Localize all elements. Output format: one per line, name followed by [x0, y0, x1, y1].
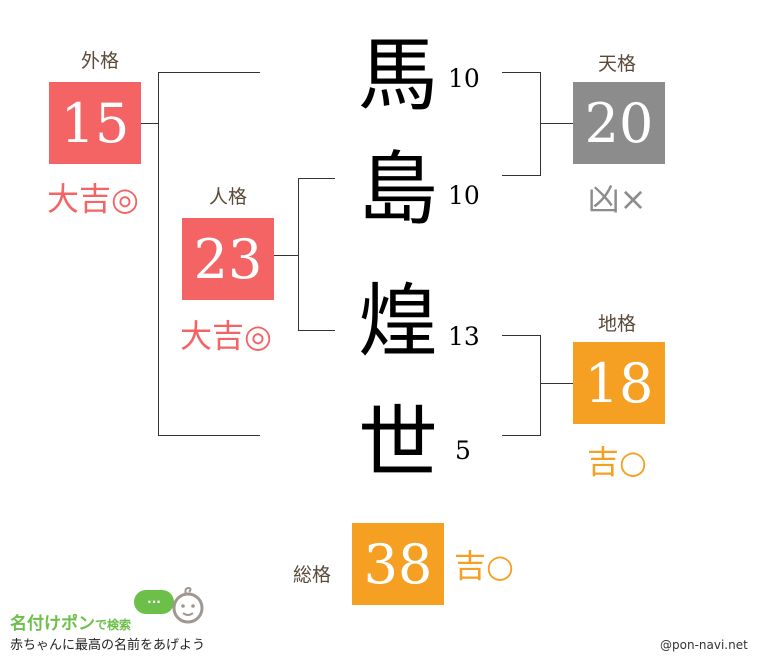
connector-line [502, 175, 540, 176]
connector-line [141, 123, 158, 124]
name-char: 馬 [358, 29, 438, 122]
tenkaku-value: 20 [573, 82, 665, 164]
chikaku-fortune: 吉○ [587, 443, 647, 481]
gaikaku-fortune: 大吉◎ [47, 180, 139, 218]
site-credit: @pon-navi.net [660, 638, 748, 652]
logo-suffix: で検索 [95, 618, 132, 632]
connector-line [158, 435, 260, 436]
soukaku-label: 総格 [292, 564, 332, 586]
connector-line [540, 123, 573, 124]
chat-bubble-icon: ... [134, 590, 174, 614]
connector-line [540, 383, 573, 384]
connector-line [502, 335, 540, 336]
stroke-count: 5 [455, 436, 471, 465]
stroke-count: 13 [448, 322, 480, 351]
baby-face-icon [172, 586, 204, 624]
connector-line [540, 335, 541, 436]
tenkaku-fortune: 凶× [587, 180, 647, 218]
connector-line [158, 72, 260, 73]
logo-title-text: 名付けポン [10, 614, 95, 634]
connector-line [298, 178, 335, 179]
tenkaku-label: 天格 [597, 53, 637, 75]
chikaku-label: 地格 [597, 313, 637, 335]
stroke-count: 10 [448, 64, 480, 93]
logo-title: 名付けポンで検索 [10, 609, 131, 634]
connector-line [502, 72, 540, 73]
chikaku-value: 18 [573, 342, 665, 424]
soukaku-fortune: 吉○ [454, 547, 514, 585]
stroke-count: 10 [448, 181, 480, 210]
connector-line [158, 72, 159, 436]
name-char: 世 [358, 397, 438, 490]
logo-tagline: 赤ちゃんに最高の名前をあげよう [10, 638, 206, 653]
connector-line [502, 435, 540, 436]
name-char: 煌 [358, 275, 438, 368]
jinkaku-label: 人格 [208, 186, 248, 208]
connector-line [274, 255, 298, 256]
gaikaku-value: 15 [49, 82, 141, 164]
name-char: 島 [358, 143, 438, 236]
connector-line [540, 72, 541, 176]
soukaku-value: 38 [352, 523, 444, 605]
gaikaku-label: 外格 [80, 50, 120, 72]
jinkaku-fortune: 大吉◎ [180, 317, 272, 355]
connector-line [298, 178, 299, 331]
jinkaku-value: 23 [182, 218, 274, 300]
connector-line [298, 330, 335, 331]
bubble-dots: ... [147, 592, 161, 606]
